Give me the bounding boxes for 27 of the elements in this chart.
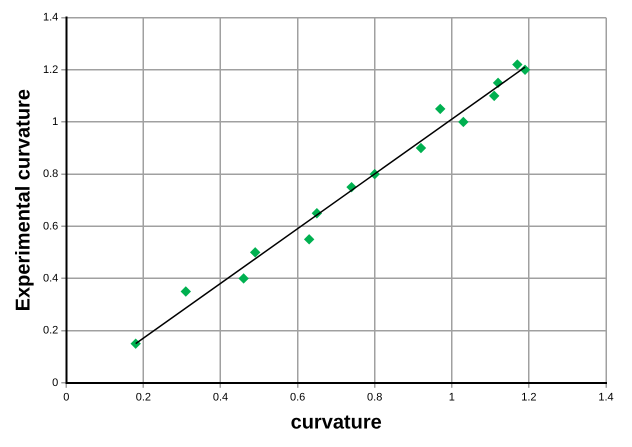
point — [458, 116, 468, 127]
point — [304, 234, 314, 244]
point — [238, 273, 249, 284]
x-tick-label: 1.4 — [598, 391, 614, 404]
x-tick-label: 1.2 — [521, 391, 537, 404]
y-tick-label: 1 — [52, 116, 58, 128]
point — [435, 104, 446, 114]
point — [512, 60, 522, 70]
y-tick-label: 1.4 — [42, 12, 58, 24]
y-axis-title: Experimental curvature — [12, 89, 35, 312]
point — [180, 286, 191, 296]
y-tick-label: 0.2 — [42, 324, 58, 337]
y-tick-label: 1.2 — [42, 64, 58, 76]
point — [250, 247, 260, 258]
x-tick-label: 1 — [448, 391, 455, 404]
x-tick-label: 0 — [63, 391, 70, 404]
x-tick-label: 0.8 — [367, 391, 382, 404]
point — [489, 90, 500, 101]
y-tick-label: 0 — [52, 376, 58, 389]
point — [416, 143, 426, 154]
y-tick-label: 0.6 — [42, 220, 58, 232]
y-tick-label: 0.4 — [42, 272, 58, 284]
x-tick-label: 0.2 — [136, 391, 152, 404]
x-tick-label: 0.4 — [212, 391, 228, 404]
y-tick-label: 0.8 — [42, 168, 58, 180]
x-tick-label: 0.6 — [290, 391, 306, 404]
x-axis-title: curvature — [290, 412, 382, 434]
